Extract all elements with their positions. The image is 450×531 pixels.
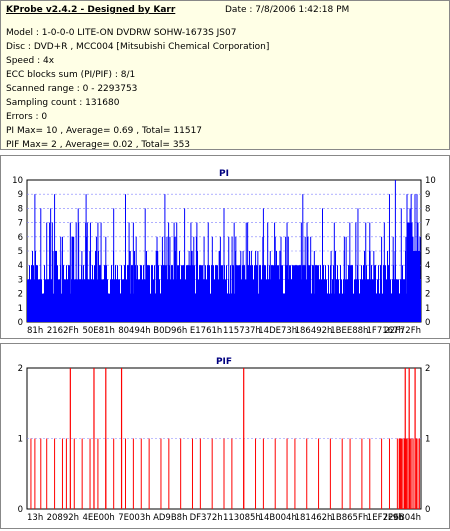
model-line: Model : 1-0-0-0 LITE-ON DVDRW SOHW-1673S… [6,28,237,38]
x-tick-label: DF372h [190,513,223,523]
y-tick-label-right: 2 [425,364,430,374]
pif-series [30,368,420,509]
y-tick-label-right: 9 [425,190,430,200]
chart-title: PIF [216,357,232,367]
y-tick-label-right: 1 [425,304,430,314]
x-tick-label: 20892h [47,513,79,523]
pi-summary-line: PI Max= 10 , Average= 0.69 , Total= 1151… [6,126,203,136]
x-tick-label: 115737h [223,326,261,336]
y-tick-label: 0 [18,505,23,515]
pi-chart: PI 0 0 1 1 2 2 3 3 4 4 5 5 6 6 7 7 8 8 9 9 10 10 81h 2162Fh 50E81… [12,169,436,336]
y-tick-label: 2 [18,364,23,374]
y-tick-label-right: 2 [425,290,430,300]
info-panel: KProbe v2.4.2 - Designed by Karr Date : … [0,0,450,150]
x-tick-label: 50E81h [82,326,114,336]
pif-chart: PIF 0 0 1 1 2 2 13h 20892h 4EE00h 7E003h AD9B8h DF37… [18,357,431,523]
x-tick-label: 80494h [118,326,150,336]
y-tick-label-right: 0 [425,318,430,328]
y-tick-label: 1 [18,435,23,445]
x-tick-label: B0D96h [153,326,187,336]
y-tick-label-right: 8 [425,204,430,214]
pif-chart-panel: PIF 0 0 1 1 2 2 13h 20892h 4EE00h 7E003h AD9B8h DF37… [0,343,450,529]
y-tick-label: 4 [18,261,23,271]
scan-date: Date : 7/8/2006 1:42:18 PM [225,5,350,15]
y-tick-label-right: 1 [425,435,430,445]
y-tick-label-right: 4 [425,261,430,271]
y-tick-label: 0 [18,318,23,328]
x-tick-label: 2162Fh [47,326,79,336]
y-tick-label-right: 7 [425,219,430,229]
ecc-line: ECC blocks sum (PI/PIF) : 8/1 [6,70,136,80]
x-tick-label: E1761h [190,326,222,336]
x-tick-label: 7E003h [118,513,150,523]
app-title: KProbe v2.4.2 - Designed by Karr [6,5,176,15]
disc-line: Disc : DVD+R , MCC004 [Mitsubishi Chemic… [6,42,270,52]
x-tick-label: 181462h [295,513,333,523]
y-tick-label-right: 10 [425,176,436,186]
speed-line: Speed : 4x [6,56,55,66]
y-tick-label-right: 0 [425,505,430,515]
x-tick-label: 1BEE88h [330,326,368,336]
x-tick-label: 14B004h [259,513,297,523]
x-tick-label: 113085h [223,513,261,523]
x-tick-label: 14DE73h [258,326,297,336]
y-tick-label: 5 [18,247,23,257]
x-tick-label: 13h [27,513,43,523]
x-tick-label: 22F72Fh [384,326,421,336]
pif-summary-line: PIF Max= 2 , Average= 0.02 , Total= 353 [6,140,191,150]
pi-series [27,180,421,322]
pi-chart-panel: PI 0 0 1 1 2 2 3 3 4 4 5 5 6 6 7 7 8 8 9 9 10 10 81h 2162Fh 50E81… [0,155,450,339]
x-tick-label: 1B865Fh [330,513,368,523]
x-tick-label: AD9B8h [153,513,187,523]
sampling-line: Sampling count : 131680 [6,98,120,108]
x-tick-label: 186492h [295,326,333,336]
y-tick-label: 8 [18,204,23,214]
y-tick-label-right: 3 [425,275,430,285]
y-tick-label: 7 [18,219,23,229]
y-tick-label: 10 [12,176,23,186]
x-tick-label: 4EE00h [82,513,114,523]
chart-title: PI [219,169,229,179]
y-tick-label: 3 [18,275,23,285]
x-tick-label: 1F7167h [367,326,404,336]
y-tick-label-right: 6 [425,233,430,243]
range-line: Scanned range : 0 - 2293753 [6,84,138,94]
x-tick-label: 1EF7F9h [367,513,404,523]
x-tick-label: 81h [27,326,43,336]
y-tick-label: 2 [18,290,23,300]
y-tick-label: 6 [18,233,23,243]
errors-line: Errors : 0 [6,112,48,122]
x-tick-label: 226B04h [383,513,421,523]
y-tick-label: 9 [18,190,23,200]
y-tick-label: 1 [18,304,23,314]
y-tick-label-right: 5 [425,247,430,257]
